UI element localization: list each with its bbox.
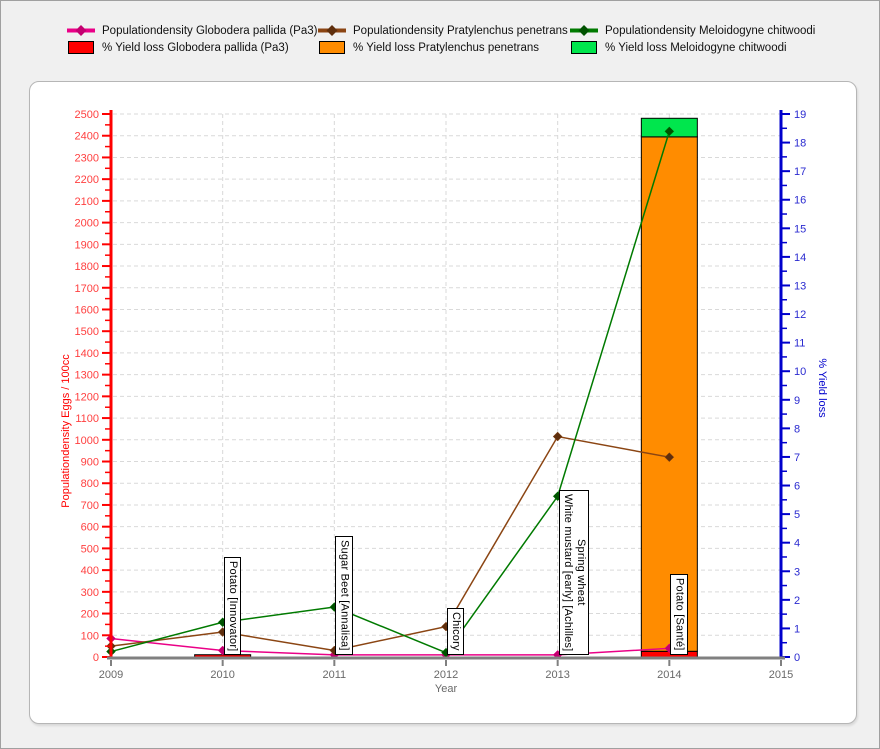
svg-text:2009: 2009 bbox=[99, 669, 123, 681]
crop-label: Sugar Beet [Annalisa] bbox=[335, 536, 353, 655]
svg-text:200: 200 bbox=[81, 609, 99, 621]
svg-text:0: 0 bbox=[794, 652, 800, 664]
crop-label: Chicory bbox=[447, 608, 465, 655]
svg-text:2: 2 bbox=[794, 595, 800, 607]
svg-text:Populationdensity Eggs / 100cc: Populationdensity Eggs / 100cc bbox=[60, 354, 72, 508]
magenta-line-marker-icon bbox=[67, 24, 95, 37]
green-line-marker-icon bbox=[570, 24, 598, 37]
svg-text:1900: 1900 bbox=[75, 239, 99, 251]
yield-loss-bars bbox=[194, 117, 698, 658]
svg-text:600: 600 bbox=[81, 522, 99, 534]
svg-text:2014: 2014 bbox=[657, 669, 681, 681]
legend-label: % Yield loss Globodera pallida (Pa3) bbox=[102, 41, 289, 54]
svg-text:13: 13 bbox=[794, 280, 806, 292]
left-axis: 0 100 200 300 400 500 600 700 800 900 1000 1100 1200… bbox=[60, 109, 113, 664]
svg-text:900: 900 bbox=[81, 457, 99, 469]
legend-label: Populationdensity Meloidogyne chitwoodi bbox=[605, 24, 816, 37]
svg-text:14: 14 bbox=[794, 252, 806, 264]
svg-text:18: 18 bbox=[794, 138, 806, 150]
svg-text:1700: 1700 bbox=[75, 283, 99, 295]
svg-text:2015: 2015 bbox=[769, 669, 793, 681]
svg-text:3: 3 bbox=[794, 566, 800, 578]
crop-label: Potato [Santé] bbox=[670, 574, 688, 655]
legend-label: Populationdensity Globodera pallida (Pa3… bbox=[102, 24, 318, 37]
svg-text:16: 16 bbox=[794, 195, 806, 207]
legend-item-yieldloss-globodera: % Yield loss Globodera pallida (Pa3) bbox=[67, 40, 289, 55]
svg-text:2000: 2000 bbox=[75, 218, 99, 230]
svg-text:5: 5 bbox=[794, 509, 800, 521]
svg-text:15: 15 bbox=[794, 223, 806, 235]
legend-item-yieldloss-meloidogyne: % Yield loss Meloidogyne chitwoodi bbox=[570, 40, 787, 55]
svg-text:11: 11 bbox=[794, 338, 805, 350]
red-box-swatch-icon bbox=[67, 41, 95, 54]
svg-text:2200: 2200 bbox=[75, 174, 99, 186]
svg-text:6: 6 bbox=[794, 481, 800, 493]
svg-text:1000: 1000 bbox=[75, 435, 99, 447]
svg-text:2010: 2010 bbox=[210, 669, 234, 681]
svg-text:8: 8 bbox=[794, 423, 800, 435]
crop-label: White mustard [early] [Achilles] Spring w… bbox=[558, 489, 590, 655]
x-axis: 2009 2010 2011 2012 2013 2014 2015 Year bbox=[99, 656, 793, 695]
svg-text:2013: 2013 bbox=[545, 669, 569, 681]
svg-text:300: 300 bbox=[81, 587, 99, 599]
svg-text:% Yield loss: % Yield loss bbox=[816, 358, 828, 418]
crop-label: Potato [Innovator] bbox=[223, 556, 241, 655]
legend-label: % Yield loss Meloidogyne chitwoodi bbox=[605, 41, 787, 54]
svg-text:700: 700 bbox=[81, 500, 99, 512]
svg-text:1600: 1600 bbox=[75, 304, 99, 316]
svg-text:1500: 1500 bbox=[75, 326, 99, 338]
svg-text:2300: 2300 bbox=[75, 152, 99, 164]
chart-panel bbox=[29, 81, 857, 724]
svg-text:500: 500 bbox=[81, 543, 99, 555]
green-box-swatch-icon bbox=[570, 41, 598, 54]
brown-line-marker-icon bbox=[318, 24, 346, 37]
legend-label: Populationdensity Pratylenchus penetrans bbox=[353, 24, 568, 37]
svg-text:4: 4 bbox=[794, 538, 800, 550]
svg-text:2100: 2100 bbox=[75, 196, 99, 208]
svg-text:1200: 1200 bbox=[75, 391, 99, 403]
legend-label: % Yield loss Pratylenchus penetrans bbox=[353, 41, 540, 54]
svg-text:19: 19 bbox=[794, 109, 806, 121]
svg-text:1400: 1400 bbox=[75, 348, 99, 360]
svg-text:17: 17 bbox=[794, 166, 806, 178]
svg-text:1100: 1100 bbox=[75, 413, 99, 425]
svg-text:400: 400 bbox=[81, 565, 99, 577]
svg-text:9: 9 bbox=[794, 395, 800, 407]
svg-text:0: 0 bbox=[93, 652, 99, 664]
svg-text:1: 1 bbox=[794, 623, 800, 635]
orange-box-swatch-icon bbox=[318, 41, 346, 54]
legend-item-popdensity-pratylenchus: Populationdensity Pratylenchus penetrans bbox=[318, 23, 568, 38]
svg-text:1300: 1300 bbox=[75, 370, 99, 382]
svg-text:7: 7 bbox=[794, 452, 800, 464]
svg-text:800: 800 bbox=[81, 478, 99, 490]
svg-text:100: 100 bbox=[81, 630, 99, 642]
svg-text:12: 12 bbox=[794, 309, 806, 321]
legend-item-popdensity-globodera: Populationdensity Globodera pallida (Pa3… bbox=[67, 23, 317, 38]
legend-item-popdensity-meloidogyne: Populationdensity Meloidogyne chitwoodi bbox=[570, 23, 815, 38]
svg-text:2011: 2011 bbox=[323, 669, 347, 681]
legend-item-yieldloss-pratylenchus: % Yield loss Pratylenchus penetrans bbox=[318, 40, 539, 55]
svg-text:1800: 1800 bbox=[75, 261, 99, 273]
svg-text:2500: 2500 bbox=[75, 109, 99, 121]
svg-text:Year: Year bbox=[435, 683, 458, 695]
svg-text:10: 10 bbox=[794, 366, 806, 378]
svg-text:2012: 2012 bbox=[434, 669, 458, 681]
svg-text:2400: 2400 bbox=[75, 131, 99, 143]
